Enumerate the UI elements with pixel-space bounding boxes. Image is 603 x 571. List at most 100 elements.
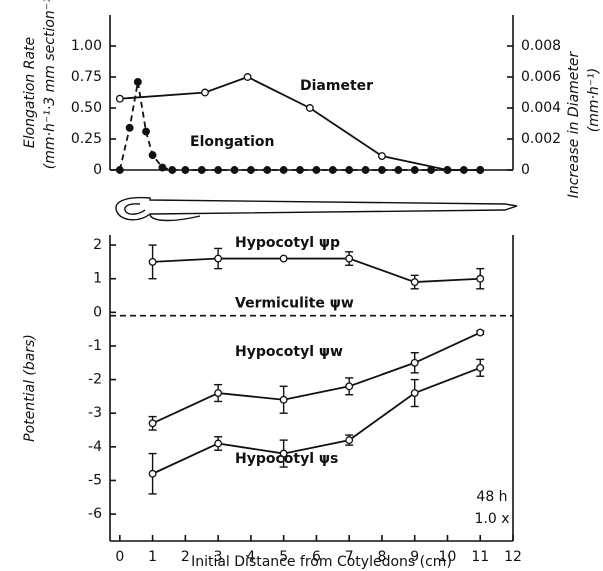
y2-tick-label: 0.002 [521, 131, 561, 147]
x-axis-title: Initial Distance from Cotyledons (cm) [191, 554, 452, 570]
data-point [197, 166, 206, 174]
y-tick-label: -3 [88, 405, 102, 421]
data-point [312, 166, 321, 174]
data-point [476, 166, 485, 174]
data-point [148, 419, 157, 428]
data-point [279, 166, 288, 174]
data-point [476, 274, 485, 283]
y-tick-label: -2 [88, 372, 102, 388]
x-tick-label: 0 [115, 549, 124, 565]
annotation: 48 h [476, 489, 507, 505]
data-point [115, 166, 124, 174]
data-point [377, 166, 386, 174]
y2-axis-title: Increase in Diameter [566, 50, 582, 198]
series-label: Hypocotyl ψs [235, 451, 338, 467]
data-point [296, 166, 304, 174]
series-label: Hypocotyl ψw [235, 344, 343, 360]
data-point [345, 254, 354, 263]
x-tick-label: 10 [439, 549, 457, 565]
y-tick-label: -4 [88, 439, 102, 455]
data-point [279, 254, 288, 263]
y-tick-label: 0 [93, 304, 102, 320]
data-point [158, 163, 167, 172]
x-tick-label: 6 [312, 549, 321, 565]
x-tick-label: 9 [410, 549, 419, 565]
data-point [410, 389, 419, 397]
series-label: Hypocotyl ψp [235, 235, 340, 251]
y-tick-label: 1.00 [71, 38, 102, 54]
data-point [279, 449, 288, 458]
data-point [377, 152, 386, 160]
data-point [345, 166, 354, 174]
data-point [148, 151, 157, 160]
x-tick-label: 4 [246, 549, 255, 565]
data-point [133, 78, 142, 86]
data-point [305, 104, 314, 112]
x-tick-label: 5 [279, 549, 288, 565]
y2-tick-label: 0 [521, 162, 530, 178]
series-line [152, 257, 481, 283]
x-tick-label: 7 [345, 549, 354, 565]
reference-label: Vermiculite ψw [235, 296, 354, 312]
data-point [459, 166, 468, 174]
series-line [152, 366, 481, 475]
data-point [410, 166, 419, 174]
data-point [201, 88, 209, 97]
data-point [427, 166, 436, 174]
data-point [279, 395, 288, 404]
data-point [410, 278, 419, 287]
data-point [246, 166, 255, 174]
y-tick-label: 0.50 [71, 100, 102, 116]
series-label: Diameter [300, 78, 373, 94]
y-axis-units: (mm·h⁻¹·3 mm section⁻¹) [42, 0, 58, 169]
y2-tick-label: 0.008 [521, 38, 561, 54]
y-axis-title: Potential (bars) [22, 334, 38, 442]
y-tick-label: -5 [88, 472, 102, 488]
y-tick-label: 2 [93, 237, 102, 253]
data-point [142, 127, 150, 136]
data-point [410, 358, 419, 367]
x-tick-label: 8 [377, 549, 386, 565]
data-point [125, 123, 134, 132]
data-point [263, 166, 272, 174]
data-point [148, 257, 157, 266]
data-point [168, 166, 177, 174]
x-tick-label: 1 [148, 549, 157, 565]
y2-axis-units: (mm·h⁻¹) [586, 68, 602, 133]
data-point [214, 254, 223, 263]
y-tick-label: -6 [88, 506, 102, 522]
y-axis-title: Elongation Rate [22, 37, 38, 148]
data-point [230, 166, 239, 174]
data-point [214, 389, 223, 397]
y2-tick-label: 0.004 [521, 100, 561, 116]
x-tick-label: 11 [471, 549, 489, 565]
x-tick-label: 2 [181, 549, 190, 565]
y2-tick-label: 0.006 [521, 69, 561, 85]
x-tick-label: 3 [214, 549, 223, 565]
series-label: Elongation [190, 134, 275, 150]
data-point [345, 382, 354, 391]
data-point [394, 166, 403, 174]
data-point [476, 328, 485, 337]
data-point [345, 436, 354, 445]
y-tick-label: 0.25 [71, 131, 102, 147]
data-point [476, 363, 485, 372]
data-point [115, 94, 124, 103]
annotation: 1.0 x [475, 511, 510, 527]
data-point [328, 166, 337, 174]
data-point [243, 73, 252, 81]
data-point [214, 439, 223, 448]
x-tick-label: 12 [504, 549, 522, 565]
seedling-drawing [115, 196, 518, 222]
series-line [152, 331, 481, 425]
data-point [181, 166, 190, 174]
y-tick-label: 0 [93, 162, 102, 178]
data-point [443, 166, 452, 174]
data-point [361, 166, 370, 174]
data-point [148, 469, 157, 478]
data-point [214, 166, 223, 174]
y-tick-label: -1 [88, 338, 102, 354]
y-tick-label: 0.75 [71, 69, 102, 85]
y-tick-label: 1 [93, 271, 102, 287]
